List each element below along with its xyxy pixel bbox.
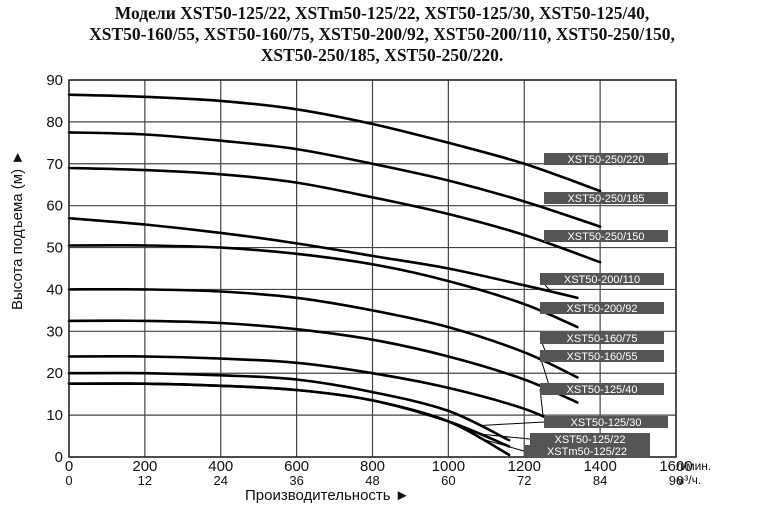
plot-frame — [68, 79, 677, 458]
series-line — [67, 287, 579, 379]
series-leader-line — [478, 437, 525, 452]
x2-tick-label: 0 — [65, 473, 72, 488]
x-unit-label: л/мин. — [676, 459, 711, 473]
y-tick-label: 60 — [46, 198, 63, 215]
series-line — [67, 166, 602, 264]
y-axis-label: Высота подъема (м) ► — [9, 150, 26, 310]
x-tick-label: 200 — [132, 458, 157, 475]
series-label: XST50-125/30 — [571, 417, 642, 429]
y-tick-label: 80 — [46, 114, 63, 131]
x2-tick-label: 48 — [365, 473, 379, 488]
x-tick-label: 1200 — [508, 458, 541, 475]
series-labels: XST50-250/220 XST50-250/185 XST50-250/150 X… — [478, 153, 668, 458]
series-label-box — [540, 383, 664, 395]
series-label: XST50-250/150 — [567, 231, 644, 243]
y-tick-label: 90 — [46, 72, 63, 89]
x2-tick-label: 60 — [441, 473, 455, 488]
series-label: XST50-160/55 — [567, 351, 638, 363]
series-label: XST50-125/40 — [567, 384, 638, 396]
series-label-box — [540, 350, 664, 362]
y-tick-label: 10 — [46, 407, 63, 424]
x-tick-label: 0 — [65, 458, 73, 475]
series-line — [67, 131, 602, 228]
y-tick-label: 30 — [46, 323, 63, 340]
series-label: XST50-200/110 — [564, 274, 640, 286]
x2-tick-label: 84 — [593, 473, 607, 488]
series-line — [67, 382, 511, 457]
chart-title-line-2: XST50-160/55, XST50-160/75, XST50-200/92… — [89, 24, 675, 44]
chart-title-line-1: Модели XST50-125/22, XSTm50-125/22, XST5… — [114, 3, 650, 23]
series-label-box — [540, 332, 664, 344]
x2-tick-label: 96 — [669, 473, 683, 488]
series-label: XST50-200/92 — [567, 303, 638, 315]
series-leader-line — [478, 421, 545, 427]
series-label-box — [544, 230, 668, 242]
series-label: XST50-250/220 — [567, 154, 644, 166]
curves — [67, 93, 602, 457]
series-label-box — [530, 433, 650, 445]
x2-tick-label: 36 — [289, 473, 303, 488]
y-tick-label: 20 — [46, 365, 63, 382]
y-tick-label: 40 — [46, 281, 63, 298]
y-tick-label: 50 — [46, 240, 63, 257]
series-line — [67, 371, 511, 442]
x2-tick-label: 72 — [517, 473, 531, 488]
series-label-box — [540, 273, 664, 285]
x2-tick-label: 12 — [138, 473, 152, 488]
chart-title: Модели XST50-125/22, XSTm50-125/22, XST5… — [0, 3, 764, 66]
x2-unit-label: м³/ч. — [676, 473, 701, 487]
series-line — [67, 319, 579, 404]
x-tick-label: 600 — [284, 458, 309, 475]
series-label: XST50-125/22 — [555, 434, 626, 446]
series-label-box — [544, 192, 668, 204]
x2-tick-label: 24 — [214, 473, 228, 488]
x-axis-label: Производительность ► — [245, 487, 410, 504]
series-leader-line — [478, 433, 531, 440]
x-tick-label: 800 — [360, 458, 385, 475]
x-tick-label: 1000 — [432, 458, 465, 475]
x-tick-label: 1400 — [583, 458, 616, 475]
series-label-box — [524, 445, 650, 457]
series-line — [67, 355, 564, 427]
series-label: XST50-160/75 — [567, 333, 638, 345]
series-label: XSTm50-125/22 — [547, 446, 627, 458]
x-tick-label: 400 — [208, 458, 233, 475]
series-label: XST50-250/185 — [567, 193, 644, 205]
y-tick-label: 70 — [46, 156, 63, 173]
series-line — [67, 216, 579, 300]
series-label-box — [544, 153, 668, 165]
series-label-box — [540, 302, 664, 314]
series-label-box — [544, 416, 668, 428]
series-line — [67, 93, 602, 193]
chart-title-line-3: XST50-250/185, XST50-250/220. — [260, 45, 504, 65]
x-tick-label: 1600 — [659, 458, 692, 475]
y-tick-label: 0 — [55, 449, 63, 466]
series-line — [67, 244, 579, 329]
